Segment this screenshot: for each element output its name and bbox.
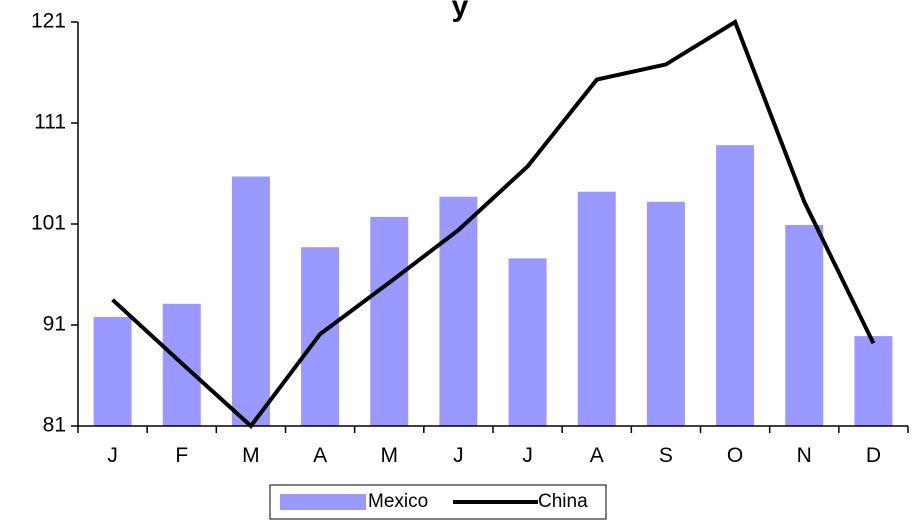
bar-mexico-10	[785, 225, 824, 426]
line-china	[111, 19, 876, 429]
legend: Mexico China	[269, 484, 607, 520]
x-tick-label-11: D	[866, 444, 881, 467]
line-layer	[111, 19, 876, 429]
bars-layer	[93, 145, 893, 426]
bar-mexico-9	[716, 145, 755, 426]
bar-mexico-5	[439, 196, 478, 426]
bar-mexico-11	[854, 336, 893, 426]
legend-label-china: China	[538, 491, 588, 512]
y-tick-label-111: 111	[34, 111, 66, 134]
bar-mexico-4	[370, 216, 409, 426]
x-tick-label-7: A	[590, 444, 604, 467]
x-tick-label-3: A	[313, 444, 327, 467]
x-tick-label-4: M	[381, 444, 399, 467]
x-tick-label-1: F	[175, 444, 188, 467]
x-tick-label-0: J	[107, 444, 118, 467]
chart-title: y	[452, 0, 469, 23]
x-tick-label-9: O	[727, 444, 743, 467]
y-tick-label-91: 91	[43, 313, 66, 336]
bar-mexico-7	[577, 191, 616, 426]
legend-label-mexico: Mexico	[368, 491, 428, 512]
x-tick-label-5: J	[453, 444, 464, 467]
x-tick-label-2: M	[242, 444, 260, 467]
x-tick-label-10: N	[797, 444, 812, 467]
y-tick-label-101: 101	[31, 212, 66, 235]
axes: 81 91 101 111 121 J F M A M J J A S O N D	[31, 10, 909, 467]
legend-swatch-mexico	[280, 494, 366, 510]
x-tick-label-6: J	[522, 444, 533, 467]
x-tick-label-8: S	[659, 444, 673, 467]
bar-mexico-6	[508, 258, 547, 426]
y-tick-label-81: 81	[43, 414, 66, 437]
y-tick-label-121: 121	[31, 10, 66, 33]
bar-mexico-8	[646, 201, 685, 426]
bar-mexico-2	[231, 176, 270, 426]
bar-mexico-0	[93, 316, 132, 426]
